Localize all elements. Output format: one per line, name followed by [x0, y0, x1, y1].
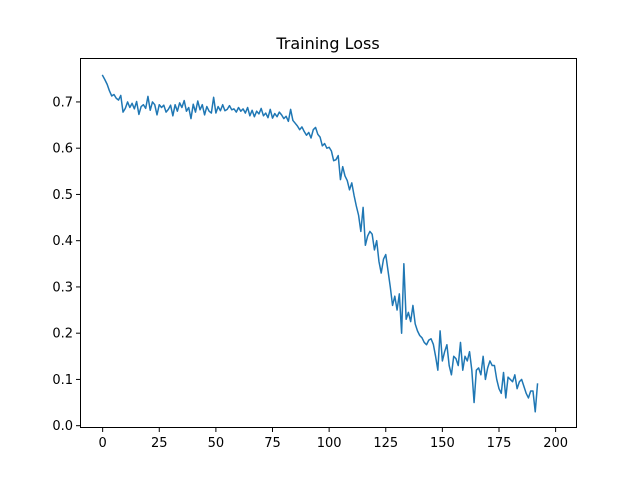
x-tick-label: 0 [99, 436, 107, 451]
y-tick-label: 0.5 [52, 188, 73, 203]
plot-area [80, 58, 576, 428]
y-tick-label: 0.3 [52, 280, 73, 295]
y-axis: 0.0 0.1 0.2 0.3 0.4 0.5 0.6 0.7 [52, 95, 80, 434]
x-tick-label: 50 [208, 436, 225, 451]
series-line-training-loss [101, 74, 539, 413]
y-tick-label: 0.1 [52, 373, 73, 388]
axes-frame [80, 58, 577, 428]
x-tick-label: 200 [543, 436, 568, 451]
y-tick-label: 0.4 [52, 234, 73, 249]
x-tick-label: 100 [317, 436, 342, 451]
chart-title: Training Loss [275, 34, 379, 53]
x-tick-label: 75 [264, 436, 281, 451]
x-axis: 0 25 50 75 100 125 150 175 200 [99, 428, 568, 451]
x-tick-label: 125 [373, 436, 398, 451]
y-tick-label: 0.7 [52, 95, 73, 110]
x-tick-label: 175 [487, 436, 512, 451]
y-tick-label: 0.6 [52, 142, 73, 157]
x-tick-label: 150 [430, 436, 455, 451]
x-tick-label: 25 [151, 436, 168, 451]
y-tick-label: 0.2 [52, 327, 73, 342]
y-tick-label: 0.0 [52, 419, 73, 434]
